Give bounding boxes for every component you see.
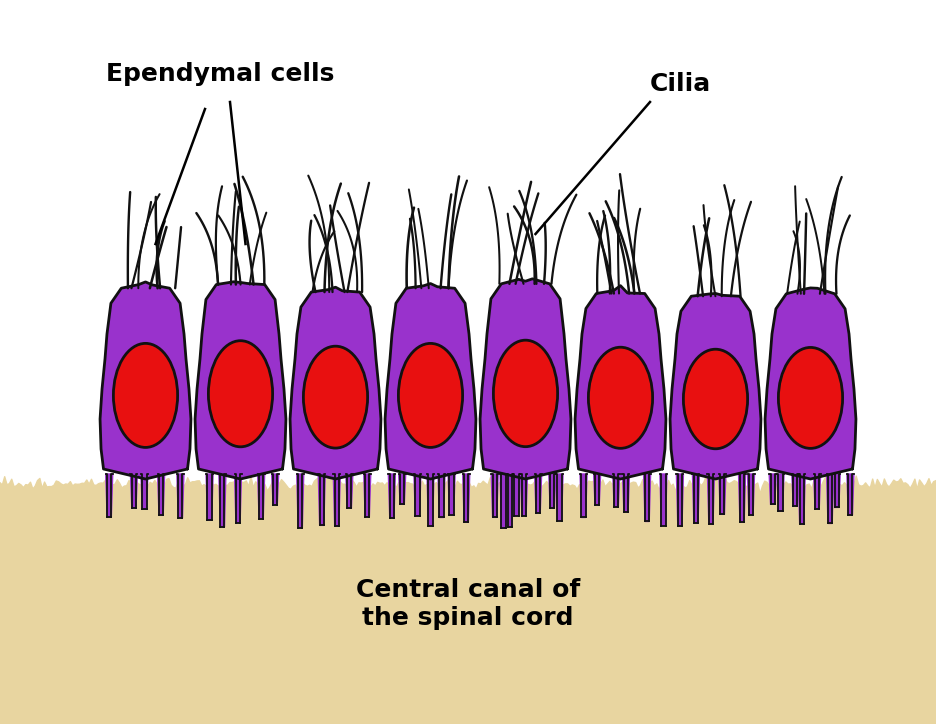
Polygon shape	[318, 474, 325, 526]
Polygon shape	[219, 474, 226, 527]
Polygon shape	[593, 474, 601, 505]
Polygon shape	[813, 474, 821, 509]
Polygon shape	[157, 474, 165, 515]
Text: Central canal of
the spinal cord: Central canal of the spinal cord	[356, 578, 580, 630]
Polygon shape	[100, 282, 191, 479]
Polygon shape	[271, 474, 279, 505]
Polygon shape	[195, 282, 286, 479]
Polygon shape	[580, 474, 587, 518]
Polygon shape	[290, 287, 381, 479]
Polygon shape	[385, 284, 475, 479]
Polygon shape	[130, 474, 138, 508]
Polygon shape	[388, 474, 395, 518]
Polygon shape	[427, 474, 434, 526]
Polygon shape	[613, 474, 620, 507]
Polygon shape	[765, 288, 856, 479]
Polygon shape	[206, 474, 213, 521]
Polygon shape	[798, 474, 805, 523]
Polygon shape	[548, 474, 556, 508]
Polygon shape	[847, 474, 854, 515]
Polygon shape	[257, 474, 265, 518]
Polygon shape	[670, 293, 761, 479]
Ellipse shape	[683, 349, 748, 449]
Polygon shape	[534, 474, 542, 513]
Ellipse shape	[779, 348, 842, 448]
Polygon shape	[719, 474, 725, 514]
Polygon shape	[480, 279, 571, 479]
Polygon shape	[345, 474, 353, 508]
Polygon shape	[448, 474, 455, 515]
Polygon shape	[708, 474, 714, 524]
Polygon shape	[414, 474, 421, 515]
Polygon shape	[491, 474, 498, 518]
Polygon shape	[739, 474, 746, 522]
Ellipse shape	[589, 348, 652, 448]
Polygon shape	[462, 474, 470, 522]
Polygon shape	[500, 474, 507, 528]
Polygon shape	[438, 474, 445, 518]
Polygon shape	[833, 474, 841, 508]
Text: Ependymal cells: Ependymal cells	[106, 62, 334, 86]
Polygon shape	[506, 474, 513, 527]
Polygon shape	[792, 474, 798, 506]
Polygon shape	[235, 474, 241, 523]
Polygon shape	[660, 474, 667, 526]
Polygon shape	[556, 474, 563, 521]
Ellipse shape	[399, 343, 462, 447]
Polygon shape	[777, 474, 784, 511]
Polygon shape	[575, 286, 665, 479]
Polygon shape	[106, 474, 112, 517]
Polygon shape	[769, 474, 776, 504]
Ellipse shape	[113, 343, 178, 447]
Text: Cilia: Cilia	[650, 72, 710, 96]
Polygon shape	[644, 474, 651, 521]
Polygon shape	[141, 474, 148, 509]
Polygon shape	[364, 474, 371, 517]
Polygon shape	[520, 474, 528, 515]
Polygon shape	[748, 474, 754, 515]
Polygon shape	[333, 474, 341, 526]
Polygon shape	[297, 474, 303, 528]
Polygon shape	[513, 474, 520, 515]
Ellipse shape	[493, 340, 558, 447]
Ellipse shape	[303, 346, 368, 448]
Polygon shape	[177, 474, 183, 518]
Polygon shape	[693, 474, 699, 523]
Polygon shape	[399, 474, 405, 504]
Polygon shape	[622, 474, 630, 512]
Polygon shape	[826, 474, 834, 523]
Ellipse shape	[209, 341, 272, 447]
Polygon shape	[677, 474, 683, 526]
